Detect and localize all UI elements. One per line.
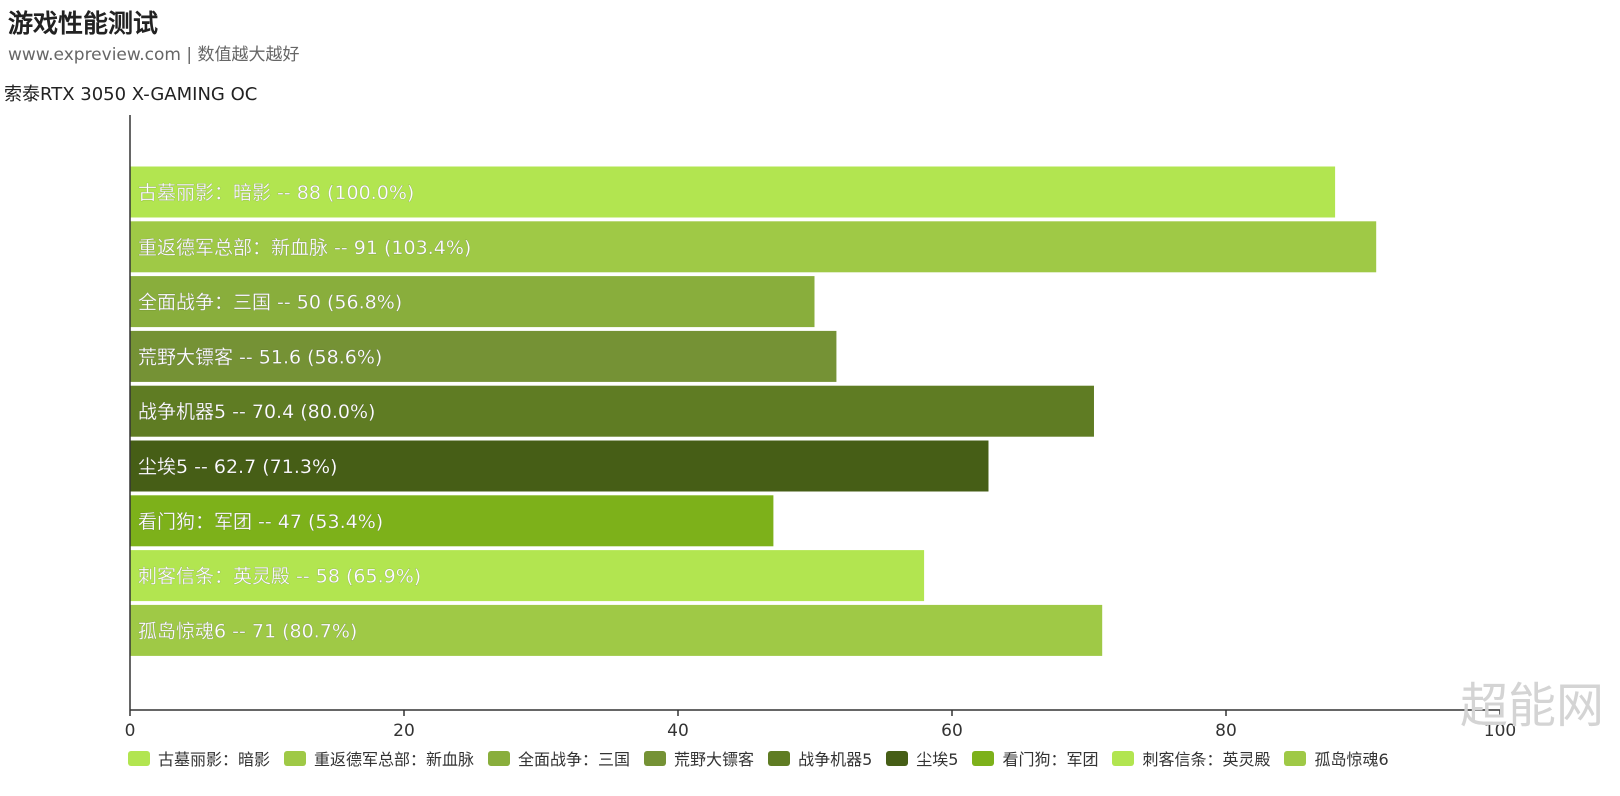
- legend-label: 孤岛惊魂6: [1314, 750, 1389, 769]
- legend-item[interactable]: 古墓丽影：暗影: [128, 746, 270, 770]
- legend-label: 刺客信条：英灵殿: [1142, 750, 1271, 769]
- bar-label: 重返德军总部：新血脉 -- 91 (103.4%): [138, 237, 471, 259]
- bar: [129, 494, 775, 548]
- x-tick-label: 40: [667, 721, 689, 741]
- legend-item[interactable]: 刺客信条：英灵殿: [1112, 746, 1270, 770]
- legend-label: 古墓丽影：暗影: [158, 750, 271, 769]
- legend-swatch: [972, 750, 995, 766]
- bar-label: 尘埃5 -- 62.7 (71.3%): [138, 456, 337, 478]
- legend-label: 全面战争：三国: [518, 750, 631, 769]
- legend-label: 重返德军总部：新血脉: [314, 750, 475, 769]
- legend-item[interactable]: 荒野大镖客: [644, 746, 754, 770]
- legend-item[interactable]: 孤岛惊魂6: [1284, 746, 1389, 770]
- chart-title: 游戏性能测试: [8, 9, 159, 38]
- legend-item[interactable]: 看门狗：军团: [972, 746, 1098, 770]
- bar-label: 看门狗：军团 -- 47 (53.4%): [138, 511, 383, 533]
- legend-item[interactable]: 全面战争：三国: [488, 746, 630, 770]
- x-tick-label: 80: [1215, 721, 1237, 741]
- legend-swatch: [768, 750, 791, 766]
- bar: [129, 439, 990, 493]
- legend-label: 尘埃5: [916, 750, 959, 769]
- bar-label: 孤岛惊魂6 -- 71 (80.7%): [138, 620, 357, 642]
- x-tick-label: 0: [125, 721, 136, 741]
- x-tick-label: 20: [393, 721, 415, 741]
- bar-label: 全面战争：三国 -- 50 (56.8%): [138, 292, 402, 314]
- bar: [129, 165, 1337, 219]
- legend-swatch: [1112, 750, 1135, 766]
- chart-subtitle: www.expreview.com | 数值越大越好: [8, 45, 300, 65]
- legend-swatch: [284, 750, 307, 766]
- bar-label: 古墓丽影：暗影 -- 88 (100.0%): [138, 182, 414, 204]
- bar-label: 荒野大镖客 -- 51.6 (58.6%): [138, 346, 382, 368]
- legend-label: 荒野大镖客: [674, 750, 755, 769]
- legend-item[interactable]: 战争机器5: [768, 746, 872, 770]
- legend-swatch: [128, 750, 150, 766]
- x-tick-label: 60: [941, 721, 963, 741]
- bar: [129, 549, 926, 603]
- legend-swatch: [886, 750, 909, 766]
- x-tick-label: 100: [1484, 721, 1516, 741]
- legend-label: 战争机器5: [798, 750, 873, 769]
- bar-label: 战争机器5 -- 70.4 (80.0%): [138, 401, 375, 423]
- legend-item[interactable]: 尘埃5: [886, 746, 958, 770]
- legend: 古墓丽影：暗影 重返德军总部：新血脉 全面战争：三国 荒野大镖客 战争机器5 尘埃5 看门狗…: [128, 746, 1403, 770]
- legend-item[interactable]: 重返德军总部：新血脉: [284, 746, 474, 770]
- legend-swatch: [644, 750, 667, 766]
- bar-label: 刺客信条：英灵殿 -- 58 (65.9%): [138, 566, 421, 588]
- bar: [129, 603, 1104, 657]
- legend-label: 看门狗：军团: [1002, 750, 1099, 769]
- bar: [129, 384, 1095, 438]
- legend-swatch: [488, 750, 511, 766]
- legend-swatch: [1284, 750, 1307, 766]
- watermark: 超能网: [1459, 678, 1604, 734]
- series-label: 索泰RTX 3050 X-GAMING OC: [4, 84, 258, 105]
- bar: [129, 329, 838, 383]
